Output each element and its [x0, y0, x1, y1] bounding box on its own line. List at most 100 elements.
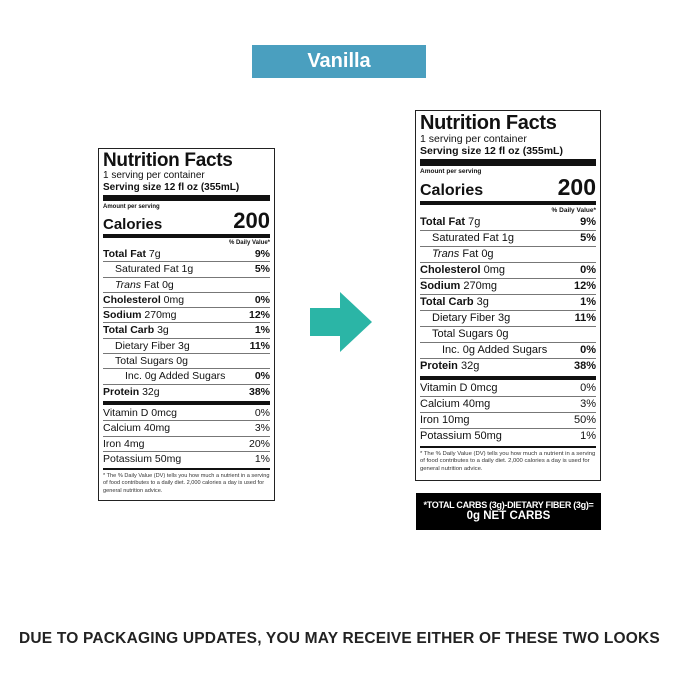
- nutrient-bold-label: Protein: [420, 359, 458, 372]
- vitamin-percent: 0%: [254, 406, 270, 419]
- vitamin-row: Vitamin D 0mcg 0%: [420, 381, 596, 396]
- nutrient-name: Total Sugars 0g: [103, 354, 188, 368]
- nutrient-row: Sodium 270mg 12%: [420, 277, 596, 294]
- nutrient-amount: Dietary Fiber 3g: [115, 339, 190, 352]
- vitamin-row: Iron 4mg 20%: [103, 435, 270, 451]
- nutrient-row: Total Carb 3g 1%: [103, 322, 270, 337]
- vitamin-list: Vitamin D 0mcg 0% Calcium 40mg 3% Iron 10mg 5…: [420, 381, 596, 444]
- vitamin-row: Calcium 40mg 3%: [420, 395, 596, 412]
- nutrient-percent: 0%: [254, 370, 270, 383]
- nutrient-amount: Inc. 0g Added Sugars: [442, 343, 548, 356]
- vitamin-percent: 3%: [580, 397, 596, 410]
- vitamin-name: Vitamin D 0mcg: [103, 406, 177, 419]
- nutrient-row: Total Sugars 0g: [420, 325, 596, 342]
- flavor-banner: Vanilla: [252, 45, 426, 78]
- net-carbs-formula: *TOTAL CARBS (3g)-DIETARY FIBER (3g)=: [423, 499, 594, 510]
- nutrient-row: Inc. 0g Added Sugars 0%: [103, 368, 270, 383]
- vitamin-row: Vitamin D 0mcg 0%: [103, 406, 270, 420]
- nutrient-amount: Total Sugars 0g: [432, 327, 509, 340]
- nutrient-name: Cholesterol 0mg: [103, 293, 184, 307]
- divider-medium: [103, 468, 270, 471]
- nutrient-row-trans-fat: Trans Fat 0g: [103, 276, 270, 292]
- nutrient-bold-label: Sodium: [103, 309, 142, 322]
- nutrient-name: Dietary Fiber 3g: [420, 311, 510, 326]
- vitamin-name: Iron 10mg: [420, 413, 470, 426]
- vitamin-name: Iron 4mg: [103, 437, 145, 450]
- nutrient-amount: 32g: [139, 385, 160, 398]
- nutrient-bold-label: Total Fat: [103, 248, 146, 260]
- nutrient-row: Total Carb 3g 1%: [420, 293, 596, 310]
- nutrient-bold-label: Cholesterol: [103, 293, 161, 306]
- nutrient-row: Saturated Fat 1g 5%: [103, 261, 270, 276]
- nutrient-amount: 270mg: [460, 279, 498, 292]
- nutrient-percent: 12%: [573, 279, 596, 292]
- nutrient-name: Total Fat 7g: [420, 215, 480, 230]
- vitamin-row: Calcium 40mg 3%: [103, 420, 270, 435]
- nutrient-amount: 7g: [145, 248, 161, 260]
- divider-medium: [103, 234, 270, 238]
- trans-italic: Trans: [115, 278, 142, 291]
- nutrient-row: Protein 32g 38%: [103, 383, 270, 399]
- nutrient-bold-label: Sodium: [420, 279, 461, 292]
- divider-thick: [103, 195, 270, 201]
- nutrient-name: Protein 32g: [103, 385, 160, 399]
- vitamin-list: Vitamin D 0mcg 0% Calcium 40mg 3% Iron 4mg 20…: [103, 406, 270, 466]
- vitamin-percent: 1%: [254, 452, 270, 465]
- nutrient-bold-label: Cholesterol: [420, 263, 481, 276]
- vitamin-percent: 3%: [254, 422, 270, 435]
- nutrient-row: Protein 32g 38%: [420, 357, 596, 374]
- nutrient-bold-label: Protein: [103, 385, 140, 398]
- trans-rest: Fat 0g: [141, 278, 174, 291]
- vitamin-name: Vitamin D 0mcg: [420, 381, 498, 394]
- nutrient-amount: 3g: [473, 295, 489, 308]
- nutrient-amount: 0mg: [480, 263, 505, 276]
- nutrient-list: Total Fat 7g 9% Saturated Fat 1g 5% Trans Fa…: [103, 247, 270, 399]
- nutrient-percent: 0%: [254, 293, 270, 306]
- nutrient-percent: 1%: [254, 324, 270, 337]
- divider-medium: [103, 400, 270, 405]
- servings-per-container: 1 serving per container: [420, 133, 527, 145]
- packaging-notice: DUE TO PACKAGING UPDATES, YOU MAY RECEIV…: [19, 630, 660, 647]
- vitamin-name: Calcium 40mg: [103, 422, 171, 435]
- footnote: * The % Daily Value (DV) tells you how m…: [420, 450, 596, 472]
- nutrient-list: Total Fat 7g 9% Saturated Fat 1g 5% Trans Fa…: [420, 215, 596, 374]
- nutrient-percent: 9%: [254, 248, 270, 260]
- nutrient-name: Cholesterol 0mg: [420, 263, 505, 278]
- nutrient-percent: 38%: [248, 385, 270, 398]
- amount-per-serving: Amount per serving: [420, 168, 482, 176]
- nutrient-name: Trans Fat 0g: [103, 278, 174, 292]
- net-carbs-result: 0g NET CARBS: [466, 510, 551, 523]
- nutrition-label-new: Nutrition Facts 1 serving per container …: [415, 110, 601, 481]
- nutrient-name: Trans Fat 0g: [420, 247, 494, 262]
- nutrient-row: Cholesterol 0mg 0%: [420, 261, 596, 278]
- divider-medium: [420, 200, 596, 205]
- nutrient-percent: 11%: [249, 339, 270, 352]
- nutrient-amount: Total Sugars 0g: [115, 355, 188, 368]
- amount-per-serving: Amount per serving: [103, 204, 160, 210]
- divider-medium: [420, 445, 596, 448]
- nutrient-name: Saturated Fat 1g: [420, 231, 514, 246]
- nutrient-amount: Saturated Fat 1g: [115, 263, 194, 276]
- nutrient-row: Cholesterol 0mg 0%: [103, 291, 270, 307]
- nutrient-row-trans-fat: Trans Fat 0g: [420, 245, 596, 262]
- nutrient-percent: 9%: [580, 215, 596, 228]
- nutrient-percent: 12%: [248, 309, 270, 322]
- nutrient-row: Dietary Fiber 3g 11%: [420, 309, 596, 326]
- nutrient-name: Sodium 270mg: [420, 279, 497, 294]
- divider-thick: [420, 159, 596, 167]
- calories-label: Calories: [103, 216, 163, 233]
- nutrient-amount: Saturated Fat 1g: [432, 231, 514, 244]
- nutrient-percent: 0%: [580, 263, 596, 276]
- nutrient-name: Sodium 270mg: [103, 308, 177, 322]
- nutrient-percent: 0%: [580, 343, 596, 356]
- calories-value: 200: [233, 208, 270, 233]
- nutrient-percent: 5%: [254, 263, 270, 276]
- nutrient-bold-label: Total Carb: [420, 295, 474, 308]
- nutrient-name: Total Fat 7g: [103, 247, 161, 261]
- serving-size: Serving size 12 fl oz (355mL): [420, 145, 563, 158]
- divider-medium: [420, 375, 596, 380]
- nutrient-name: Total Carb 3g: [103, 323, 169, 337]
- nutrient-amount: 32g: [457, 359, 480, 372]
- flavor-name: Vanilla: [307, 50, 371, 72]
- right-arrow-icon: [310, 292, 372, 352]
